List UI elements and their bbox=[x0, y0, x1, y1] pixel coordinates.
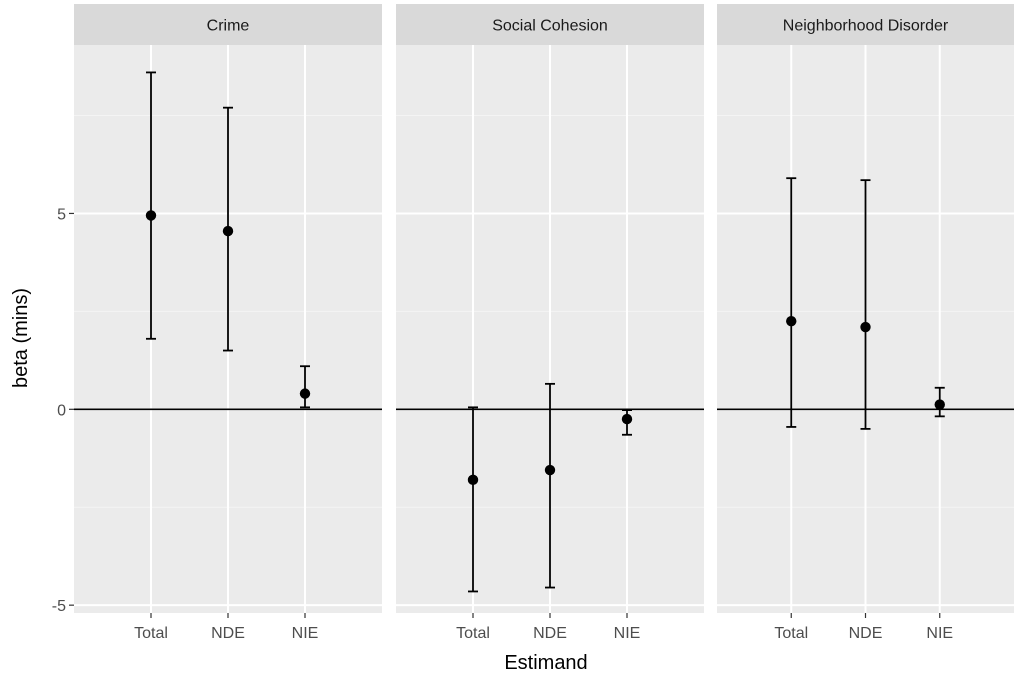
x-tick-label: NIE bbox=[292, 625, 319, 642]
errorbar-social-cohesion-nde bbox=[544, 382, 556, 589]
facet-title: Social Cohesion bbox=[492, 18, 608, 35]
facet-panel-social-cohesion: Social Cohesion Total NDE NIE bbox=[396, 4, 704, 642]
errorbar-crime-nde bbox=[222, 106, 234, 352]
x-axis-title: Estimand bbox=[504, 652, 587, 674]
x-tick-label: NDE bbox=[849, 625, 883, 642]
data-point bbox=[299, 388, 311, 399]
x-tick-label: NIE bbox=[926, 625, 953, 642]
data-point bbox=[860, 321, 871, 333]
x-tick-label: NIE bbox=[614, 625, 641, 642]
x-tick-label: NDE bbox=[533, 625, 567, 642]
errorbar-crime-nie bbox=[299, 365, 311, 409]
x-tick-label: Total bbox=[134, 625, 168, 642]
x-tick-label: Total bbox=[774, 625, 808, 642]
data-point bbox=[467, 474, 479, 486]
facet-title: Neighborhood Disorder bbox=[783, 18, 949, 35]
facet-strip bbox=[717, 4, 1014, 45]
errorbar-neighborhood-disorder-nde bbox=[860, 179, 871, 430]
data-point bbox=[621, 413, 633, 425]
errorbar-crime-total bbox=[145, 71, 157, 340]
y-tick-label: 5 bbox=[57, 206, 66, 223]
data-point bbox=[222, 225, 234, 237]
errorbar-neighborhood-disorder-total bbox=[786, 177, 797, 428]
y-axis-title: beta (mins) bbox=[10, 288, 32, 388]
errorbar-social-cohesion-nie bbox=[621, 409, 633, 436]
facet-title: Crime bbox=[207, 18, 250, 35]
data-point bbox=[544, 464, 556, 476]
data-point bbox=[934, 399, 945, 410]
facet-panel-neighborhood-disorder: Neighborhood Disorder Total NDE NIE bbox=[717, 4, 1014, 642]
y-tick-label: 0 bbox=[57, 402, 66, 419]
errorbar-social-cohesion-total bbox=[467, 406, 479, 593]
data-point bbox=[786, 315, 797, 327]
y-tick-label: -5 bbox=[52, 598, 66, 615]
facet-strip bbox=[396, 4, 704, 45]
facet-strip bbox=[74, 4, 382, 45]
errorbar-neighborhood-disorder-nie bbox=[934, 386, 945, 418]
y-axis: -5 0 5 bbox=[52, 206, 74, 615]
x-tick-label: Total bbox=[456, 625, 490, 642]
facet-panel-crime: Crime Total NDE NIE bbox=[74, 4, 382, 642]
data-point bbox=[145, 210, 157, 221]
x-tick-label: NDE bbox=[211, 625, 245, 642]
